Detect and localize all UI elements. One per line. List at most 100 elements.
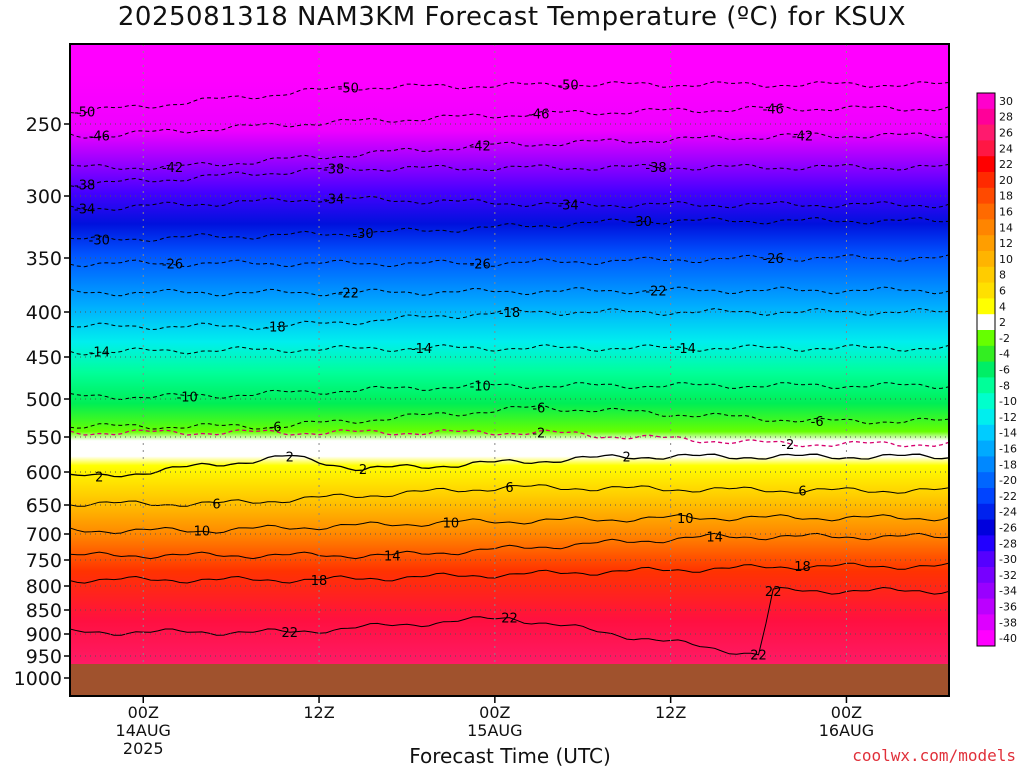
- colorbar-swatch: [977, 488, 995, 505]
- y-tick-label: 350: [26, 248, 62, 270]
- contour-label: 18: [311, 574, 328, 589]
- contour-label: -30: [89, 233, 110, 248]
- x-axis-label: Forecast Time (UTC): [409, 744, 611, 768]
- colorbar-label: -18: [999, 458, 1017, 471]
- contour-line: [70, 586, 949, 656]
- colorbar-label: 28: [999, 111, 1013, 124]
- colorbar-label: -12: [999, 411, 1017, 424]
- colorbar-label: 4: [999, 300, 1006, 313]
- x-tick-label: 12Z: [655, 703, 686, 722]
- contour-label: -6: [532, 401, 545, 416]
- credit-link[interactable]: coolwx.com/models: [852, 746, 1016, 765]
- colorbar-swatch: [977, 409, 995, 426]
- colorbar-swatch: [977, 472, 995, 489]
- contour-label: -6: [269, 420, 282, 435]
- x-tick-label: 00Z: [128, 703, 159, 722]
- colorbar-swatch: [977, 456, 995, 473]
- colorbar-swatch: [977, 535, 995, 552]
- contour-label: -38: [645, 161, 666, 176]
- colorbar-swatch: [977, 203, 995, 220]
- colorbar-label: -36: [999, 601, 1017, 614]
- contour-label: 22: [765, 585, 782, 600]
- colorbar-swatch: [977, 393, 995, 410]
- contour-label: 14: [384, 549, 401, 564]
- contour-line: [70, 308, 949, 331]
- x-tick-label: 00Z: [479, 703, 510, 722]
- contour-label: -34: [74, 202, 95, 217]
- colorbar-label: -34: [999, 585, 1017, 598]
- contour-label: -30: [352, 227, 373, 242]
- contour-label: 2: [286, 451, 294, 466]
- contour-label: -34: [323, 192, 344, 207]
- x-tick-label: 15AUG: [467, 721, 522, 740]
- y-tick-label: 450: [26, 347, 62, 369]
- colorbar-label: 10: [999, 253, 1013, 266]
- contour-line: [70, 195, 949, 211]
- contour-label: -22: [338, 287, 359, 302]
- colorbar-label: 16: [999, 206, 1013, 219]
- colorbar-label: 14: [999, 221, 1013, 234]
- colorbar-swatch: [977, 172, 995, 189]
- colorbar-label: -32: [999, 569, 1017, 582]
- x-tick-label: 14AUG: [116, 721, 171, 740]
- colorbar-swatch: [977, 187, 995, 205]
- contour-label: 18: [794, 560, 811, 575]
- contour-label: -46: [763, 102, 784, 117]
- colorbar-swatch: [977, 345, 995, 363]
- colorbar-swatch: [977, 108, 995, 126]
- y-tick-label: 650: [26, 495, 62, 517]
- contour-label: 22: [501, 612, 518, 627]
- colorbar-swatch: [977, 314, 995, 331]
- y-tick-label: 250: [26, 114, 62, 136]
- contour-label: 22: [281, 626, 298, 641]
- colorbar-swatch: [977, 330, 995, 347]
- colorbar: 30 28 26 24 22 20 18 16 14 12 10 8 6 4 2 -2 -4 -6 -8 -10 -12…: [976, 92, 1017, 647]
- contour-label: -42: [470, 140, 491, 155]
- y-tick-label: 950: [26, 646, 62, 668]
- y-tick-label: 850: [26, 600, 62, 622]
- colorbar-label: 6: [999, 285, 1006, 298]
- contour-line: [70, 404, 949, 430]
- contour-label: -50: [557, 78, 578, 93]
- temperature-field: [70, 44, 949, 664]
- contour-lines: [70, 81, 949, 656]
- colorbar-label: -28: [999, 537, 1017, 550]
- contour-label: -10: [470, 380, 491, 395]
- colorbar-label: -20: [999, 474, 1017, 487]
- colorbar-swatch: [977, 567, 995, 584]
- contour-line: [70, 163, 949, 188]
- contour-label: -14: [89, 346, 110, 361]
- colorbar-label: 22: [999, 158, 1013, 171]
- contour-line: [70, 344, 949, 356]
- colorbar-swatch: [977, 630, 995, 647]
- y-tick-label: 1000: [14, 668, 62, 690]
- x-tick-label: 16AUG: [819, 721, 874, 740]
- contour-label: -14: [411, 342, 432, 357]
- colorbar-swatch: [977, 266, 995, 284]
- contour-label: 2: [623, 451, 631, 466]
- x-tick-label: 2025: [123, 739, 164, 758]
- contour-label: -50: [74, 106, 95, 121]
- contour-label: 10: [194, 525, 211, 540]
- chart-title: 2025081318 NAM3KM Forecast Temperature (…: [117, 2, 907, 32]
- colorbar-label: -14: [999, 427, 1017, 440]
- contour-label: -42: [162, 161, 183, 176]
- contour-line: [70, 286, 949, 297]
- x-tick-label: 00Z: [831, 703, 862, 722]
- contour-line: [70, 562, 949, 584]
- contour-label: 10: [443, 516, 460, 531]
- contour-label: -18: [264, 320, 285, 335]
- contour-line: [70, 429, 949, 448]
- colorbar-swatch: [977, 598, 995, 615]
- colorbar-label: -6: [999, 364, 1010, 377]
- colorbar-label: 2: [999, 316, 1006, 329]
- colorbar-label: -2: [999, 332, 1010, 345]
- contour-line: [70, 453, 949, 478]
- y-tick-label: 400: [26, 302, 62, 324]
- contour-label: -26: [470, 257, 491, 272]
- colorbar-label: -10: [999, 395, 1017, 408]
- y-tick-label: 300: [26, 186, 62, 208]
- contour-label: -10: [177, 390, 198, 405]
- contour-label: 6: [798, 484, 806, 499]
